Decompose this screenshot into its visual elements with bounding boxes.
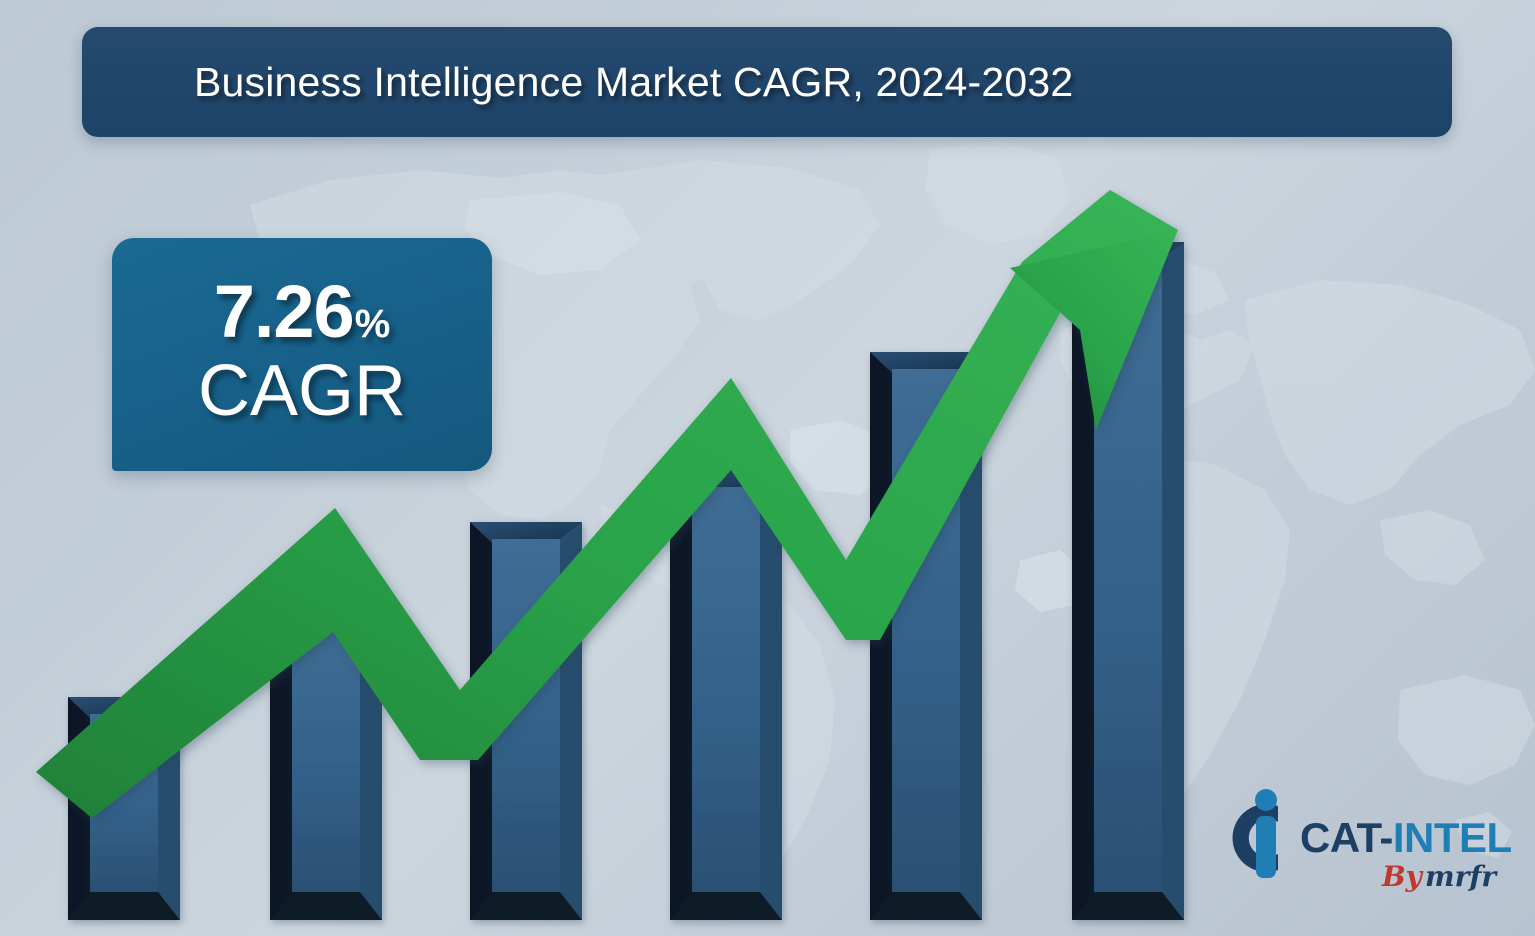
page-title: Business Intelligence Market CAGR, 2024-…	[194, 58, 1074, 105]
cagr-label: CAGR	[197, 350, 407, 431]
percent-symbol: %	[354, 301, 391, 346]
brand-logo[interactable]: CAT-INTEL By mrfr	[1222, 788, 1512, 914]
logo-byline-brand: mrfr	[1424, 860, 1497, 893]
logo-byline: By mrfr	[1382, 860, 1496, 893]
cat-intel-logo-icon	[1222, 788, 1308, 888]
bar-2	[270, 603, 382, 920]
title-banner: Business Intelligence Market CAGR, 2024-…	[82, 27, 1452, 137]
logo-byline-prefix: By	[1382, 860, 1422, 893]
cagr-badge: 7.26 % CAGR	[112, 238, 492, 471]
logo-wordmark: CAT-INTEL	[1300, 814, 1512, 862]
bar-4	[670, 470, 782, 920]
bar-5	[870, 352, 982, 920]
logo-word-intel: INTEL	[1392, 814, 1512, 861]
bar-3	[470, 522, 582, 920]
cagr-value: 7.26	[213, 269, 355, 353]
bar-1	[68, 697, 180, 920]
logo-word-cat: CAT-	[1300, 814, 1393, 861]
cagr-value-line: 7.26 %	[213, 269, 391, 353]
bar-6	[1072, 242, 1184, 920]
